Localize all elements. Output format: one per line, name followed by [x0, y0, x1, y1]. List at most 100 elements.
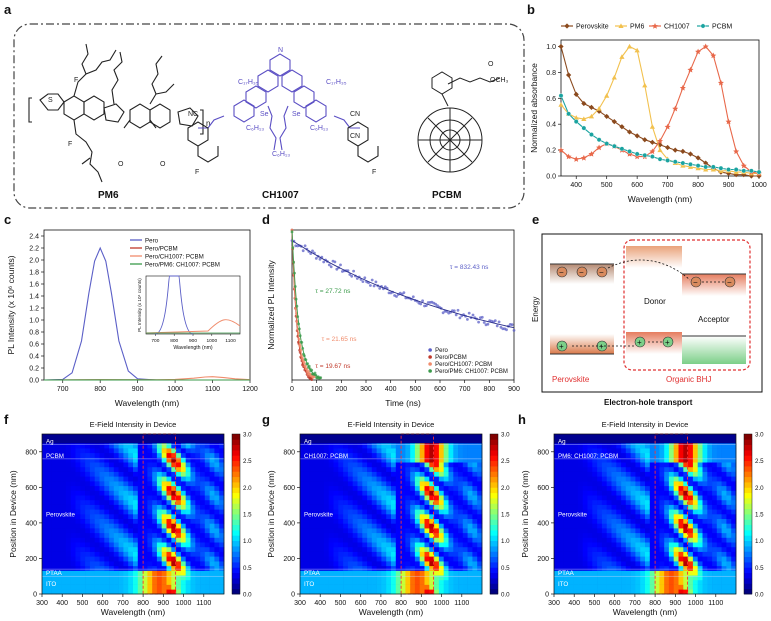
heatmap-cell	[645, 579, 651, 585]
heatmap-cell	[80, 556, 86, 562]
heatmap-cell	[443, 561, 449, 567]
heatmap-cell	[438, 476, 444, 482]
data-point	[604, 141, 610, 147]
heatmap-cell	[381, 514, 387, 520]
heatmap-cell	[395, 589, 401, 595]
heatmap-cell	[376, 532, 382, 538]
x-tick-label: 1000	[434, 600, 450, 607]
heatmap-cell	[721, 452, 727, 458]
heatmap-cell	[414, 471, 420, 477]
heatmap-cell	[118, 457, 124, 463]
heatmap-cell	[195, 495, 201, 501]
heatmap-cell	[678, 532, 684, 538]
heatmap-cell	[558, 495, 564, 501]
heatmap-cell	[573, 546, 579, 552]
colorbar-segment	[490, 439, 498, 446]
heatmap-cell	[616, 490, 622, 496]
heatmap-cell	[214, 457, 220, 463]
heatmap-cell	[678, 518, 684, 524]
data-point	[627, 148, 632, 154]
data-point	[573, 156, 580, 162]
heatmap-cell	[180, 466, 186, 472]
heatmap-cell	[635, 518, 641, 524]
heatmap-cell	[156, 579, 162, 585]
heatmap-cell	[577, 514, 583, 520]
data-point	[741, 172, 747, 178]
heatmap-cell	[171, 556, 177, 562]
heatmap-cell	[46, 490, 52, 496]
x-tick-label: 900	[508, 386, 520, 393]
heatmap-cell	[716, 476, 722, 482]
heatmap-cell	[94, 570, 100, 576]
heatmap-cell	[453, 584, 459, 590]
heatmap-cell	[328, 542, 334, 548]
heatmap-cell	[137, 504, 143, 510]
heatmap-cell	[405, 509, 411, 515]
heatmap-cell	[304, 485, 310, 491]
heatmap-cell	[133, 523, 139, 529]
heatmap-cell	[400, 565, 406, 571]
colorbar-segment	[490, 524, 498, 531]
heatmap-cell	[592, 495, 598, 501]
heatmap-cell	[592, 466, 598, 472]
heatmap-cell	[453, 499, 459, 505]
heatmap-cell	[147, 523, 153, 529]
layer-label: Ag	[46, 439, 54, 446]
heatmap-cell	[61, 476, 67, 482]
heatmap-cell	[338, 528, 344, 534]
heatmap-cell	[410, 462, 416, 468]
heatmap-cell	[563, 452, 569, 458]
heatmap-cell	[587, 452, 593, 458]
heatmap-cell	[304, 565, 310, 571]
heatmap-cell	[171, 579, 177, 585]
heatmap-cell	[65, 448, 71, 454]
heatmap-cell	[142, 537, 148, 543]
heatmap-cell	[328, 443, 334, 449]
heatmap-cell	[640, 542, 646, 548]
ch1007-end-groups	[187, 121, 379, 163]
heatmap-cell	[113, 537, 119, 543]
heatmap-cell	[304, 481, 310, 487]
heatmap-cell	[678, 485, 684, 491]
heatmap-cell	[56, 542, 62, 548]
heatmap-cell	[601, 542, 607, 548]
heatmap-cell	[621, 551, 627, 557]
heatmap-cell	[419, 584, 425, 590]
heatmap-cell	[128, 471, 134, 477]
heatmap-cell	[166, 565, 172, 571]
heatmap-cell	[70, 443, 76, 449]
heatmap-cell	[85, 443, 91, 449]
heatmap-cell	[75, 551, 81, 557]
heatmap-cell	[176, 448, 182, 454]
heatmap-cell	[323, 466, 329, 472]
heatmap-cell	[176, 523, 182, 529]
data-point	[702, 43, 709, 50]
heatmap-cell	[190, 542, 196, 548]
heatmap-cell	[477, 551, 483, 557]
heatmap-cell	[563, 546, 569, 552]
heatmap-cell	[592, 443, 598, 449]
heatmap-cell	[649, 546, 655, 552]
data-point	[725, 118, 732, 125]
heatmap-cell	[70, 509, 76, 515]
heatmap-cell	[128, 485, 134, 491]
heatmap-cell	[104, 518, 110, 524]
heatmap-cell	[180, 495, 186, 501]
heatmap-cell	[558, 452, 564, 458]
heatmap-cell	[424, 476, 430, 482]
heatmap-cell	[314, 452, 320, 458]
heatmap-cell	[649, 523, 655, 529]
heatmap-cell	[367, 561, 373, 567]
heatmap-cell	[453, 579, 459, 585]
heatmap-cell	[214, 537, 220, 543]
heatmap-cell	[443, 537, 449, 543]
heatmap-cell	[371, 481, 377, 487]
heatmap-cell	[592, 565, 598, 571]
heatmap-cell	[472, 528, 478, 534]
heatmap-cell	[300, 537, 306, 543]
heatmap-cell	[592, 476, 598, 482]
heatmap-cell	[195, 476, 201, 482]
heatmap-cell	[410, 457, 416, 463]
heatmap-cell	[697, 481, 703, 487]
